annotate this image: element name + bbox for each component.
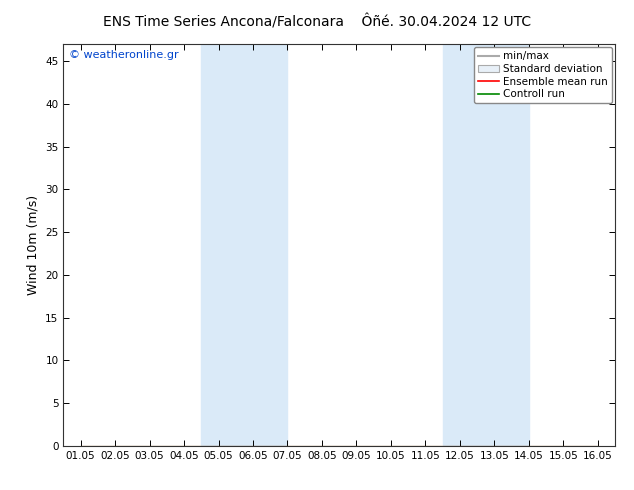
Text: ENS Time Series Ancona/Falconara    Ôñé. 30.04.2024 12 UTC: ENS Time Series Ancona/Falconara Ôñé. 30… [103, 15, 531, 30]
Text: © weatheronline.gr: © weatheronline.gr [69, 50, 179, 60]
Y-axis label: Wind 10m (m/s): Wind 10m (m/s) [27, 195, 40, 295]
Legend: min/max, Standard deviation, Ensemble mean run, Controll run: min/max, Standard deviation, Ensemble me… [474, 47, 612, 103]
Bar [202, 44, 287, 446]
Bar [443, 44, 529, 446]
